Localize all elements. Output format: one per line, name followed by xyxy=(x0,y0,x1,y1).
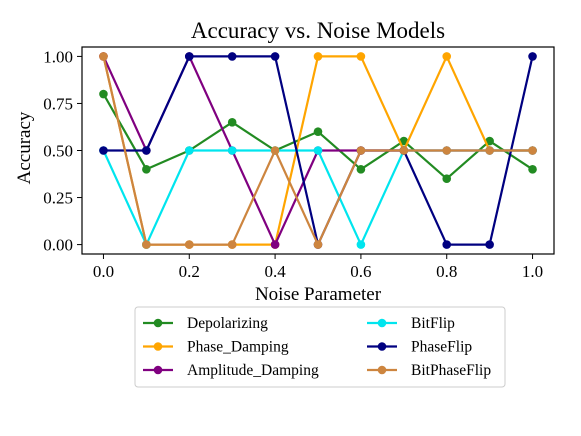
legend-label: BitPhaseFlip xyxy=(411,362,491,379)
data-point xyxy=(442,146,452,155)
legend-swatch-marker xyxy=(377,342,387,351)
data-point xyxy=(184,52,194,61)
y-tick-label: 0.00 xyxy=(43,236,73,255)
legend: Depolarizing Phase_Damping Amplitude_Dampi… xyxy=(134,306,506,388)
legend-swatch-marker xyxy=(153,318,163,328)
legend-swatch-marker xyxy=(153,365,163,375)
data-point xyxy=(442,240,452,249)
data-point xyxy=(313,146,323,155)
x-tick-label: 0.6 xyxy=(350,262,371,281)
data-point xyxy=(485,146,494,155)
legend-item: PhaseFlip xyxy=(367,339,472,356)
series-depolarizing xyxy=(99,89,537,184)
data-point xyxy=(313,52,323,61)
legend-swatch-marker xyxy=(153,342,163,351)
legend-label: BitFlip xyxy=(411,315,455,332)
data-point xyxy=(270,240,280,249)
legend-item: Phase_Damping xyxy=(143,339,289,356)
data-point xyxy=(270,146,280,155)
y-axis-label: Accuracy xyxy=(14,111,35,184)
data-point xyxy=(356,240,366,249)
series-line xyxy=(102,149,533,246)
series-bitphaseflip xyxy=(99,52,537,249)
data-point xyxy=(313,127,323,136)
legend-item: BitPhaseFlip xyxy=(367,362,491,379)
legend-label: Phase_Damping xyxy=(187,339,289,356)
legend-swatch-marker xyxy=(377,318,387,328)
data-point xyxy=(528,146,537,155)
data-point xyxy=(442,52,452,61)
legend-label: PhaseFlip xyxy=(411,339,472,356)
legend-item: Amplitude_Damping xyxy=(143,362,319,379)
data-point xyxy=(142,165,151,174)
data-point xyxy=(99,52,108,61)
x-tick-label: 0.2 xyxy=(179,262,200,281)
data-point xyxy=(142,146,151,155)
data-point xyxy=(142,240,151,249)
data-point xyxy=(528,52,537,61)
axis-ticks: 0.0 0.2 0.4 0.6 0.8 1.0 0.00 0.25 0.50 0.75 1.00 xyxy=(43,47,543,281)
legend-label: Depolarizing xyxy=(187,315,268,332)
data-point xyxy=(356,165,366,174)
y-tick-label: 0.50 xyxy=(43,142,73,161)
legend-frame xyxy=(134,306,506,388)
data-point xyxy=(227,52,237,61)
chart-title: Accuracy vs. Noise Models xyxy=(191,18,445,43)
data-point xyxy=(399,146,409,155)
data-point xyxy=(485,240,494,249)
series-line xyxy=(102,93,534,180)
y-tick-label: 0.75 xyxy=(43,94,73,113)
data-point xyxy=(99,89,108,99)
x-axis-label: Noise Parameter xyxy=(255,284,382,305)
data-point xyxy=(227,240,237,249)
x-tick-label: 0.0 xyxy=(93,262,114,281)
data-point xyxy=(528,165,537,174)
data-point xyxy=(227,117,237,127)
legend-label: Amplitude_Damping xyxy=(187,362,319,379)
data-point xyxy=(227,146,237,155)
y-tick-label: 0.25 xyxy=(43,189,73,208)
data-point xyxy=(442,174,452,184)
data-point xyxy=(356,146,366,155)
legend-item: Depolarizing xyxy=(143,315,268,332)
data-point xyxy=(184,240,194,249)
x-tick-label: 0.4 xyxy=(264,262,286,281)
data-point xyxy=(313,240,323,249)
plot-area xyxy=(99,52,537,249)
data-point xyxy=(184,146,194,155)
x-tick-label: 0.8 xyxy=(436,262,457,281)
y-tick-label: 1.00 xyxy=(43,47,73,66)
legend-item: BitFlip xyxy=(367,315,455,332)
data-point xyxy=(99,146,108,155)
data-point xyxy=(356,52,366,61)
legend-swatch-marker xyxy=(377,365,387,375)
x-tick-label: 1.0 xyxy=(522,262,543,281)
data-point xyxy=(270,52,280,61)
